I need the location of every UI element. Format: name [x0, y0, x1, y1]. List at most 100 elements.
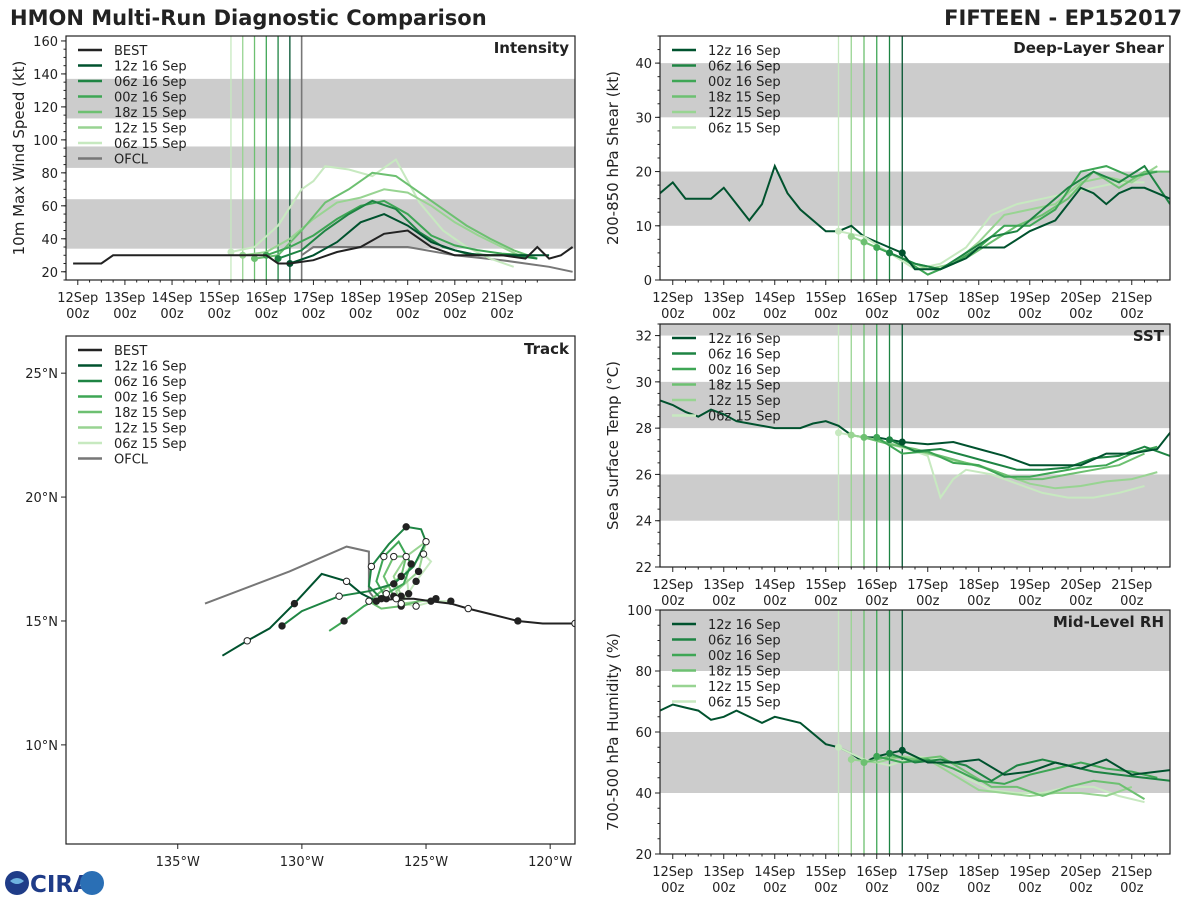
track-position-marker [412, 577, 420, 586]
track-legend-label: 00z 16 Sep [114, 391, 187, 406]
track-position-marker [397, 572, 405, 581]
rh-series-line-5 [838, 746, 1145, 804]
shear-ylabel: 200-850 hPa Shear (kt) [604, 71, 622, 245]
shear-legend-label: 06z 16 Sep [708, 60, 781, 75]
sst-xtick-label: 14Sep 00z [754, 578, 795, 609]
rh-xtick-label: 17Sep 00z [907, 865, 948, 896]
shear-ytick-label: 20 [635, 166, 652, 181]
cira-logo: CIRA [5, 871, 104, 898]
shear-xtick-label-line: 14Sep [754, 291, 795, 306]
rh-series-start-point-5 [835, 743, 842, 751]
storm-id: FIFTEEN - EP152017 [944, 6, 1182, 30]
sst-xtick-label: 21Sep 00z [1111, 578, 1152, 609]
track-legend-label: BEST [114, 344, 147, 359]
rh-series-line-1 [889, 752, 1170, 782]
sst-ylabel: Sea Surface Temp (°C) [604, 361, 622, 530]
sst-ytick-label: 26 [635, 468, 652, 483]
sst-legend-label: 12z 15 Sep [708, 394, 781, 409]
intensity-series-start-point-5 [227, 248, 235, 256]
intensity-xtick-label: 19Sep 00z [387, 291, 428, 322]
track-position-marker [412, 602, 420, 610]
rh-xtick-label: 16Sep 00z [856, 865, 897, 896]
shear-xtick-label: 16Sep 00z [856, 291, 897, 322]
track-position-marker [419, 550, 428, 558]
intensity-ytick-label: 60 [41, 200, 58, 215]
intensity-series-line-5 [230, 158, 515, 268]
shear-ytick-label: 10 [635, 220, 652, 235]
track-frame [65, 335, 576, 845]
intensity-xtick-label: 21Sep 00z [481, 291, 522, 322]
intensity-xtick-label-line: 13Sep [104, 291, 145, 306]
track-ytick-label: 25°N [25, 367, 58, 382]
track-xtick-label: 130°W [280, 855, 324, 870]
track-ytick-label: 15°N [25, 615, 58, 630]
intensity-xtick-label: 13Sep 00z [104, 291, 145, 322]
rh-legend-label: 06z 16 Sep [708, 634, 781, 649]
shear-xtick-label-line: 17Sep [907, 291, 948, 306]
track-position-marker [407, 560, 415, 568]
track-xtick-label: 125°W [404, 855, 448, 870]
shear-xtick-label: 20Sep 00z [1060, 291, 1101, 322]
track-position-marker [390, 552, 398, 561]
rh-legend-label: 12z 16 Sep [708, 618, 781, 633]
intensity-legend-label: 06z 16 Sep [114, 75, 187, 90]
sst-series-line-3 [863, 436, 1145, 481]
sst-legend-label: 06z 15 Sep [708, 410, 781, 425]
intensity-legend-label: 12z 15 Sep [114, 122, 187, 137]
shear-xtick-label: 19Sep 00z [1009, 291, 1050, 322]
intensity-xtick-label-line: 12Sep [57, 291, 98, 306]
rh-series-start-point-0 [898, 746, 906, 754]
shear-series-start-point-0 [898, 249, 906, 257]
intensity-ytick-label: 40 [41, 233, 58, 248]
sst-xtick-label: 17Sep 00z [907, 578, 948, 609]
intensity-xtick-label: 14Sep 00z [152, 291, 193, 322]
sst-frame [659, 323, 1171, 568]
shear-xtick-label: 14Sep 00z [754, 291, 795, 322]
intensity-xtick-label: 20Sep 00z [434, 291, 475, 322]
shear-xtick-label-line: 00z [763, 307, 787, 322]
shear-shade-band [660, 63, 1170, 118]
sst-ytick-label: 24 [635, 515, 652, 530]
shear-xtick-label: 12Sep 00z [652, 291, 693, 322]
intensity-xtick-label: 12Sep 00z [57, 291, 98, 322]
rh-xtick-label-line: 15Sep [805, 865, 846, 880]
track-xtick-label: 135°W [156, 855, 200, 870]
sst-ytick-label: 28 [635, 422, 652, 437]
rh-xtick-label-line: 00z [763, 881, 787, 896]
rh-series-start-point-1 [886, 749, 893, 757]
intensity-xtick-label-line: 00z [490, 307, 514, 322]
intensity-series-line-3 [254, 171, 538, 260]
rh-ytick-label: 40 [635, 787, 652, 802]
rh-legend-label: 00z 16 Sep [708, 649, 781, 664]
sst-xtick-label-line: 00z [661, 594, 685, 609]
track-position-marker [340, 617, 348, 625]
shear-series-start-point-4 [847, 233, 855, 241]
rh-xtick-label-line: 00z [967, 881, 991, 896]
rh-xtick-label-line: 16Sep [856, 865, 897, 880]
intensity-xtick-label-line: 18Sep [340, 291, 381, 306]
shear-ytick-label: 30 [635, 111, 652, 126]
shear-legend-label: 12z 15 Sep [708, 106, 781, 121]
sst-plot-content [660, 324, 1170, 567]
shear-series-line-0 [901, 186, 1170, 271]
intensity-series-start-point-3 [251, 255, 259, 263]
rh-series-line-3 [863, 755, 1146, 800]
shear-xtick-label-line: 00z [967, 307, 991, 322]
track-best-marker [427, 597, 435, 605]
intensity-ytick-label: 160 [33, 35, 58, 50]
sst-xtick-label-line: 21Sep [1111, 578, 1152, 593]
intensity-xtick-label-line: 00z [302, 307, 326, 322]
intensity-xtick-label-line: 00z [66, 307, 90, 322]
intensity-xtick-label: 15Sep 00z [199, 291, 240, 322]
intensity-xtick-label-line: 00z [443, 307, 467, 322]
track-position-marker [380, 552, 388, 561]
sst-series-start-point-5 [835, 429, 842, 437]
logo-wave-icon [10, 878, 24, 884]
shear-xtick-label-line: 15Sep [805, 291, 846, 306]
intensity-series-start-point-1 [274, 255, 282, 263]
intensity-xtick-label-line: 17Sep [293, 291, 334, 306]
sst-shade-band [660, 381, 1170, 429]
